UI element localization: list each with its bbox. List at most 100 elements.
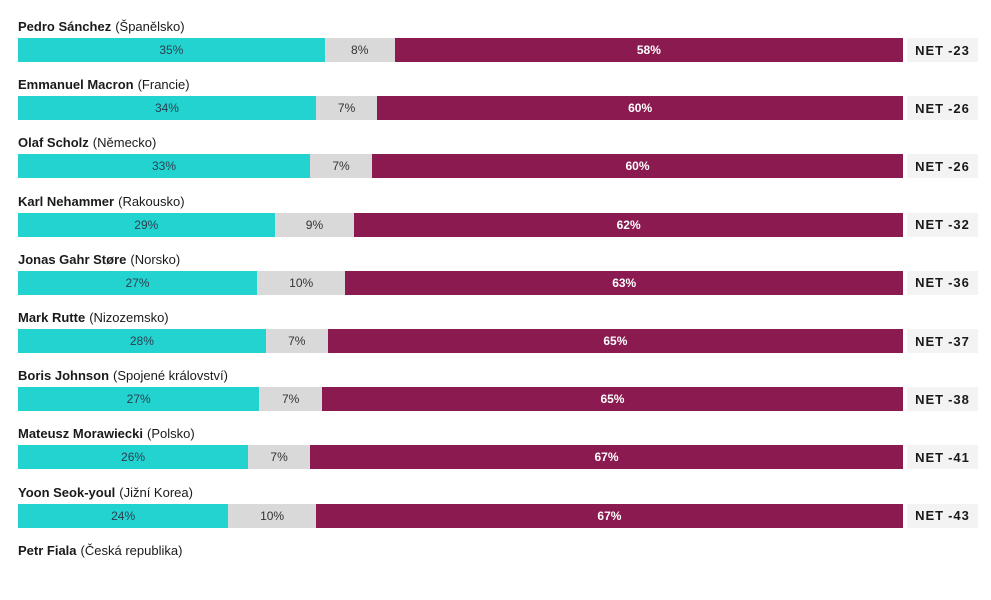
country-name: (Česká republika): [80, 542, 183, 558]
bar-segment-dont-know: 10%: [228, 503, 316, 528]
data-label: 24%: [111, 508, 136, 523]
data-label: 62%: [616, 217, 641, 232]
chart-row: Boris Johnson (Spojené království) 27% 7% 65…: [18, 367, 978, 425]
bar-segment-dont-know: 7%: [310, 154, 372, 179]
chart-row: Mateusz Morawiecki (Polsko) 26% 7% 67% NET -41: [18, 425, 978, 483]
net-score: NET -26: [907, 154, 978, 179]
row-label: Boris Johnson (Spojené království): [18, 367, 228, 385]
bar-segment-approve: 29%: [18, 212, 275, 237]
data-label: 33%: [152, 159, 177, 174]
bar-segment-dont-know: 7%: [315, 96, 378, 121]
net-value: -26: [948, 100, 970, 116]
data-label: 27%: [126, 392, 151, 407]
chart-row: Pedro Sánchez (Španělsko) 35% 8% 58% NET -23: [18, 18, 978, 76]
data-label: 7%: [281, 392, 300, 407]
row-label: Mateusz Morawiecki (Polsko): [18, 425, 195, 443]
stacked-bar: 33% 7% 60%: [18, 154, 903, 179]
country-name: (Francie): [137, 77, 190, 93]
leader-name: Petr Fiala: [18, 542, 77, 558]
bar-segment-disapprove: 67%: [310, 445, 903, 470]
leader-name: Mateusz Morawiecki: [18, 426, 143, 442]
data-label: 10%: [289, 275, 314, 290]
net-label: NET: [915, 275, 945, 291]
leader-name: Karl Nehammer: [18, 193, 115, 209]
row-label: Emmanuel Macron (Francie): [18, 76, 190, 94]
net-label: NET: [915, 333, 945, 349]
bar-segment-approve: 24%: [18, 503, 229, 528]
data-label: 7%: [288, 334, 306, 348]
bar-segment-disapprove: 65%: [327, 329, 903, 353]
net-value: -32: [948, 217, 970, 233]
stacked-bar: 29% 9% 62%: [18, 212, 903, 237]
data-label: 9%: [305, 217, 324, 232]
data-label: 28%: [129, 334, 154, 348]
country-name: (Německo): [92, 135, 157, 151]
net-score: NET -23: [907, 38, 978, 62]
leader-name: Boris Johnson: [18, 368, 110, 384]
stacked-bar: 28% 7% 65%: [18, 329, 903, 353]
net-value: -43: [948, 508, 970, 524]
data-label: 65%: [600, 392, 625, 407]
row-label: Pedro Sánchez (Španělsko): [18, 18, 185, 36]
data-label: 60%: [625, 159, 650, 174]
data-label: 29%: [134, 217, 159, 232]
leader-name: Pedro Sánchez: [18, 19, 112, 34]
bar-segment-disapprove: 60%: [377, 96, 903, 121]
bar-segment-approve: 35%: [18, 38, 325, 62]
row-label: Karl Nehammer (Rakousko): [18, 193, 185, 211]
data-label: 34%: [154, 101, 179, 116]
data-label: 7%: [332, 159, 350, 174]
bar-segment-dont-know: 7%: [259, 387, 322, 412]
net-value: -38: [948, 391, 970, 407]
net-score: NET -37: [907, 329, 978, 353]
bar-segment-approve: 26%: [18, 445, 249, 470]
data-label: 60%: [628, 101, 653, 116]
bar-segment-dont-know: 8%: [324, 38, 395, 62]
row-label: Mark Rutte (Nizozemsko): [18, 309, 169, 327]
chart-row: Jonas Gahr Støre (Norsko) 27% 10% 63% NET -36: [18, 251, 978, 309]
net-label: NET: [915, 391, 945, 407]
leader-name: Olaf Scholz: [18, 135, 89, 151]
chart-row: Karl Nehammer (Rakousko) 29% 9% 62% NET -32: [18, 193, 978, 251]
net-score: NET -36: [907, 270, 978, 295]
country-name: (Polsko): [147, 426, 195, 442]
data-label: 8%: [351, 43, 369, 57]
net-label: NET: [915, 449, 945, 465]
leader-name: Yoon Seok-youl: [18, 484, 116, 500]
leader-name: Emmanuel Macron: [18, 77, 134, 93]
bar-segment-disapprove: 65%: [321, 387, 903, 412]
data-label: 35%: [159, 43, 184, 57]
bar-segment-dont-know: 10%: [256, 270, 346, 295]
chart-row: Olaf Scholz (Německo) 33% 7% 60% NET -26: [18, 134, 978, 192]
data-label: 58%: [636, 43, 661, 57]
data-label: 7%: [270, 450, 288, 465]
leader-name: Jonas Gahr Støre: [18, 251, 127, 267]
net-label: NET: [915, 508, 945, 524]
data-label: 67%: [597, 508, 622, 523]
row-label: Yoon Seok-youl (Jižní Korea): [18, 484, 193, 502]
data-label: 65%: [603, 334, 628, 348]
net-value: -26: [948, 158, 970, 174]
net-score: NET -41: [907, 445, 978, 470]
row-label: Petr Fiala (Česká republika): [18, 542, 182, 560]
net-value: -37: [948, 333, 970, 349]
country-name: (Jižní Korea): [119, 484, 193, 500]
bar-segment-disapprove: 58%: [394, 38, 903, 62]
bar-segment-dont-know: 9%: [274, 212, 355, 237]
chart-row: Petr Fiala (Česká republika): [18, 542, 978, 600]
net-score: NET -32: [907, 212, 978, 237]
data-label: 10%: [260, 508, 285, 523]
stacked-bar: 26% 7% 67%: [18, 445, 903, 470]
bar-segment-dont-know: 7%: [265, 329, 328, 353]
chart-row: Emmanuel Macron (Francie) 34% 7% 60% NET -26: [18, 76, 978, 134]
stacked-bar: 34% 7% 60%: [18, 96, 903, 121]
data-label: 26%: [121, 450, 146, 465]
country-name: (Španělsko): [115, 19, 185, 34]
chart-row: Mark Rutte (Nizozemsko) 28% 7% 65% NET -37: [18, 309, 978, 367]
data-label: 7%: [337, 101, 356, 116]
net-score: NET -43: [907, 503, 978, 528]
country-name: (Nizozemsko): [89, 310, 169, 325]
stacked-bar: 35% 8% 58%: [18, 38, 903, 62]
chart-row: Yoon Seok-youl (Jižní Korea) 24% 10% 67% NET -…: [18, 484, 978, 542]
leader-name: Mark Rutte: [18, 310, 86, 325]
